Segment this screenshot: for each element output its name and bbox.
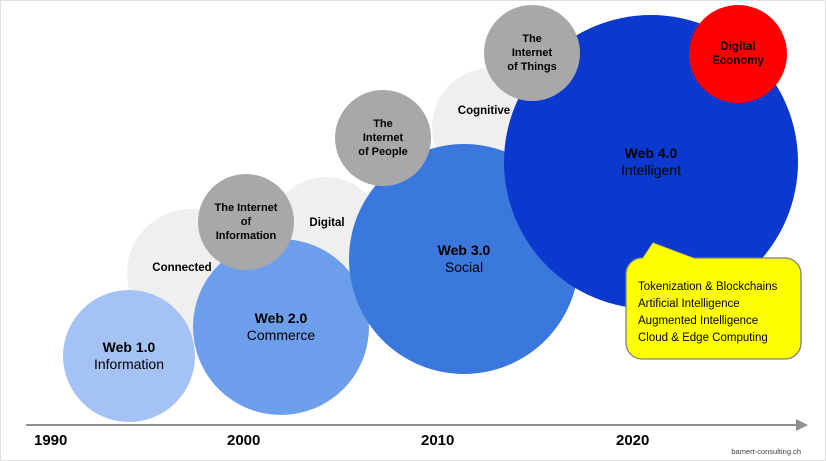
- web1-title: Web 1.0: [102, 339, 156, 355]
- web3-subtitle: Social: [444, 259, 484, 275]
- digital-label: Digital: [309, 217, 345, 229]
- technology-item-1: Tokenization & Blockchains: [638, 281, 778, 293]
- internet-of-information-label: The Internet of Information: [215, 201, 278, 243]
- connected-label: Connected: [152, 262, 212, 274]
- digital-economy-line1: Digital: [720, 40, 756, 53]
- web2-bubble: Web 2.0 Commerce: [193, 239, 369, 415]
- internet-of-people-line1: The: [373, 118, 393, 130]
- web4-subtitle: Intelligent: [621, 162, 681, 178]
- web1-label: Web 1.0 Information: [94, 339, 164, 373]
- digital-economy-line2: Economy: [712, 55, 764, 67]
- internet-of-information-line3: Information: [215, 230, 277, 242]
- web2-title: Web 2.0: [254, 310, 308, 326]
- internet-of-information-line1: The Internet: [214, 202, 278, 214]
- web1-subtitle: Information: [93, 356, 165, 372]
- timeline-arrowhead-icon: [796, 419, 808, 431]
- callout-tail-cover: [639, 243, 701, 264]
- internet-of-people-line2: Internet: [362, 132, 404, 144]
- digital-economy-label: Digital Economy: [712, 40, 764, 69]
- internet-of-people-line3: of People: [358, 146, 408, 158]
- internet-of-things-bubble: The Internet of Things: [484, 5, 580, 101]
- footer-credit: bamert-consulting.ch: [731, 447, 801, 456]
- web3-title: Web 3.0: [437, 242, 491, 258]
- web2-label: Web 2.0 Commerce: [247, 310, 315, 344]
- year-2010: 2010: [421, 432, 455, 449]
- year-2000: 2000: [227, 432, 261, 449]
- internet-of-people-label: The Internet of People: [358, 117, 408, 159]
- timeline-axis: [26, 424, 798, 426]
- technology-item-4: Cloud & Edge Computing: [638, 332, 768, 344]
- callout-body: [625, 257, 802, 360]
- internet-of-things-label: The Internet of Things: [507, 32, 557, 74]
- internet-of-people-bubble: The Internet of People: [335, 90, 431, 186]
- year-2020: 2020: [616, 432, 650, 449]
- web2-subtitle: Commerce: [246, 327, 316, 343]
- technology-item-3: Augmented Intelligence: [638, 315, 759, 327]
- web4-title: Web 4.0: [624, 145, 678, 161]
- technology-callout-shape: [625, 242, 802, 360]
- internet-of-things-line1: The: [522, 33, 542, 45]
- internet-of-things-line2: Internet: [511, 47, 553, 59]
- internet-of-information-line2: of: [240, 216, 252, 228]
- web4-label: Web 4.0 Intelligent: [621, 145, 681, 179]
- digital-economy-bubble: Digital Economy: [689, 5, 787, 103]
- cognitive-label: Cognitive: [457, 105, 511, 117]
- year-1990: 1990: [34, 432, 68, 449]
- internet-of-information-bubble: The Internet of Information: [198, 174, 294, 270]
- technology-list: Tokenization & Blockchains Artificial In…: [638, 279, 798, 347]
- technology-item-2: Artificial Intelligence: [638, 298, 740, 310]
- web1-bubble: Web 1.0 Information: [63, 290, 195, 422]
- web3-label: Web 3.0 Social: [438, 242, 491, 276]
- internet-of-things-line3: of Things: [507, 61, 557, 73]
